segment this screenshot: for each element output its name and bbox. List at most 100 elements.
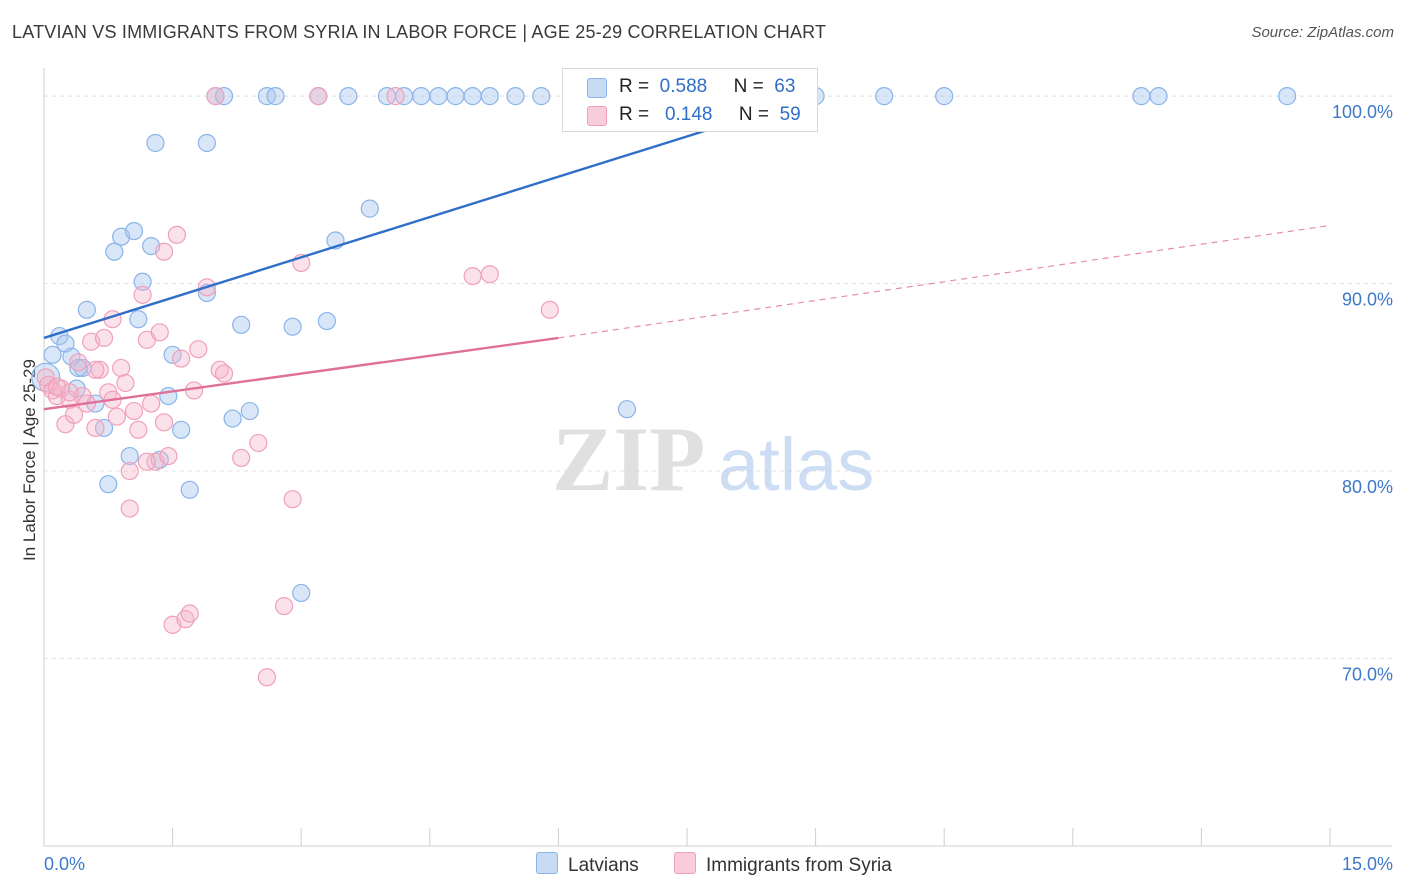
data-point: [94, 328, 114, 348]
data-point: [86, 418, 105, 438]
y-tick-label: 100.0%: [1332, 102, 1393, 122]
watermark-zip: ZIP: [552, 408, 705, 510]
data-point: [197, 133, 216, 153]
data-point: [137, 452, 156, 471]
chart-title: LATVIAN VS IMMIGRANTS FROM SYRIA IN LABO…: [12, 22, 827, 42]
y-tick-label: 80.0%: [1342, 477, 1393, 497]
data-point: [935, 87, 954, 106]
data-point: [223, 409, 242, 428]
data-point: [124, 221, 144, 241]
data-point: [77, 300, 96, 319]
data-point: [283, 317, 302, 336]
data-point: [360, 199, 379, 218]
x-tick-label: 15.0%: [1342, 854, 1393, 874]
legend-n-label: N =: [733, 76, 764, 97]
correlation-legend: R = 0.588 N = 63 R = 0.148 N = 59: [562, 68, 818, 132]
legend-r-value: 0.148: [664, 104, 713, 125]
data-point: [120, 461, 139, 481]
data-point: [133, 272, 152, 291]
data-point: [129, 310, 148, 329]
legend-n-label: N =: [738, 104, 770, 125]
data-point: [99, 475, 118, 494]
data-point: [506, 87, 525, 106]
data-point: [189, 340, 208, 359]
data-point: [159, 446, 178, 466]
data-point: [429, 87, 448, 106]
bottom-legend-label: Immigrants from Syria: [706, 855, 892, 876]
data-point: [1149, 87, 1168, 106]
data-point: [150, 323, 169, 342]
data-point: [146, 133, 165, 153]
data-point: [154, 413, 174, 432]
data-point: [480, 87, 499, 106]
bottom-legend-latvians: Latvians: [536, 852, 639, 877]
data-point: [463, 87, 482, 106]
data-point: [292, 583, 311, 603]
data-point: [124, 401, 144, 421]
series-latvians: [31, 87, 1297, 603]
trend-line-extension: [558, 224, 1331, 339]
bottom-legend-swatch-latvians: [536, 852, 558, 874]
bottom-legend-label: Latvians: [568, 855, 639, 876]
legend-r-label: R =: [619, 76, 650, 97]
bottom-legend-syria: Immigrants from Syria: [674, 852, 892, 877]
data-point: [180, 480, 199, 499]
legend-r-value: 0.588: [659, 76, 708, 97]
data-point: [232, 315, 251, 334]
watermark-atlas: atlas: [718, 423, 874, 506]
source-label: Source: ZipAtlas.com: [1251, 24, 1394, 41]
data-point: [86, 360, 105, 379]
data-point: [90, 360, 109, 379]
data-point: [120, 446, 139, 466]
legend-swatch-latvians: [587, 78, 607, 98]
data-point: [446, 87, 465, 106]
legend-swatch-syria: [587, 106, 607, 126]
data-point: [206, 87, 225, 106]
data-point: [1278, 87, 1297, 106]
data-point: [120, 499, 139, 518]
data-point: [1132, 87, 1151, 106]
data-point: [180, 604, 199, 623]
data-point: [283, 490, 302, 509]
data-point: [154, 242, 174, 261]
x-tick-label: 0.0%: [44, 854, 85, 874]
legend-text: R = 0.588 N = 63: [619, 76, 795, 98]
trend-line: [43, 336, 559, 411]
data-point: [167, 225, 186, 244]
data-point: [133, 285, 152, 304]
data-point: [107, 407, 126, 426]
data-point: [105, 242, 124, 261]
data-point: [142, 394, 161, 413]
data-point: [249, 433, 268, 453]
legend-r-label: R =: [619, 104, 650, 125]
data-point: [386, 87, 405, 106]
y-tick-label: 70.0%: [1342, 665, 1393, 685]
bottom-legend-swatch-syria: [674, 852, 696, 874]
trend-line: [43, 94, 816, 340]
data-point: [339, 87, 358, 106]
data-point: [274, 596, 294, 616]
y-tick-label: 90.0%: [1342, 290, 1393, 310]
data-point: [172, 420, 191, 439]
legend-n-value: 59: [779, 104, 801, 125]
data-point: [172, 349, 191, 368]
data-point: [232, 448, 251, 468]
data-point: [309, 87, 328, 106]
data-point: [540, 300, 559, 319]
data-point: [257, 668, 277, 687]
data-point: [266, 87, 285, 106]
data-point: [116, 373, 135, 393]
data-point: [112, 358, 131, 378]
series-syria: [36, 87, 559, 687]
data-point: [480, 265, 499, 284]
data-point: [617, 400, 637, 419]
data-point: [47, 377, 66, 396]
legend-text: R = 0.148 N = 59: [619, 104, 801, 126]
data-point: [64, 405, 84, 424]
data-point: [129, 420, 148, 439]
data-point: [412, 87, 431, 106]
data-point: [214, 364, 234, 383]
data-point: [43, 345, 62, 364]
data-point: [532, 87, 551, 106]
